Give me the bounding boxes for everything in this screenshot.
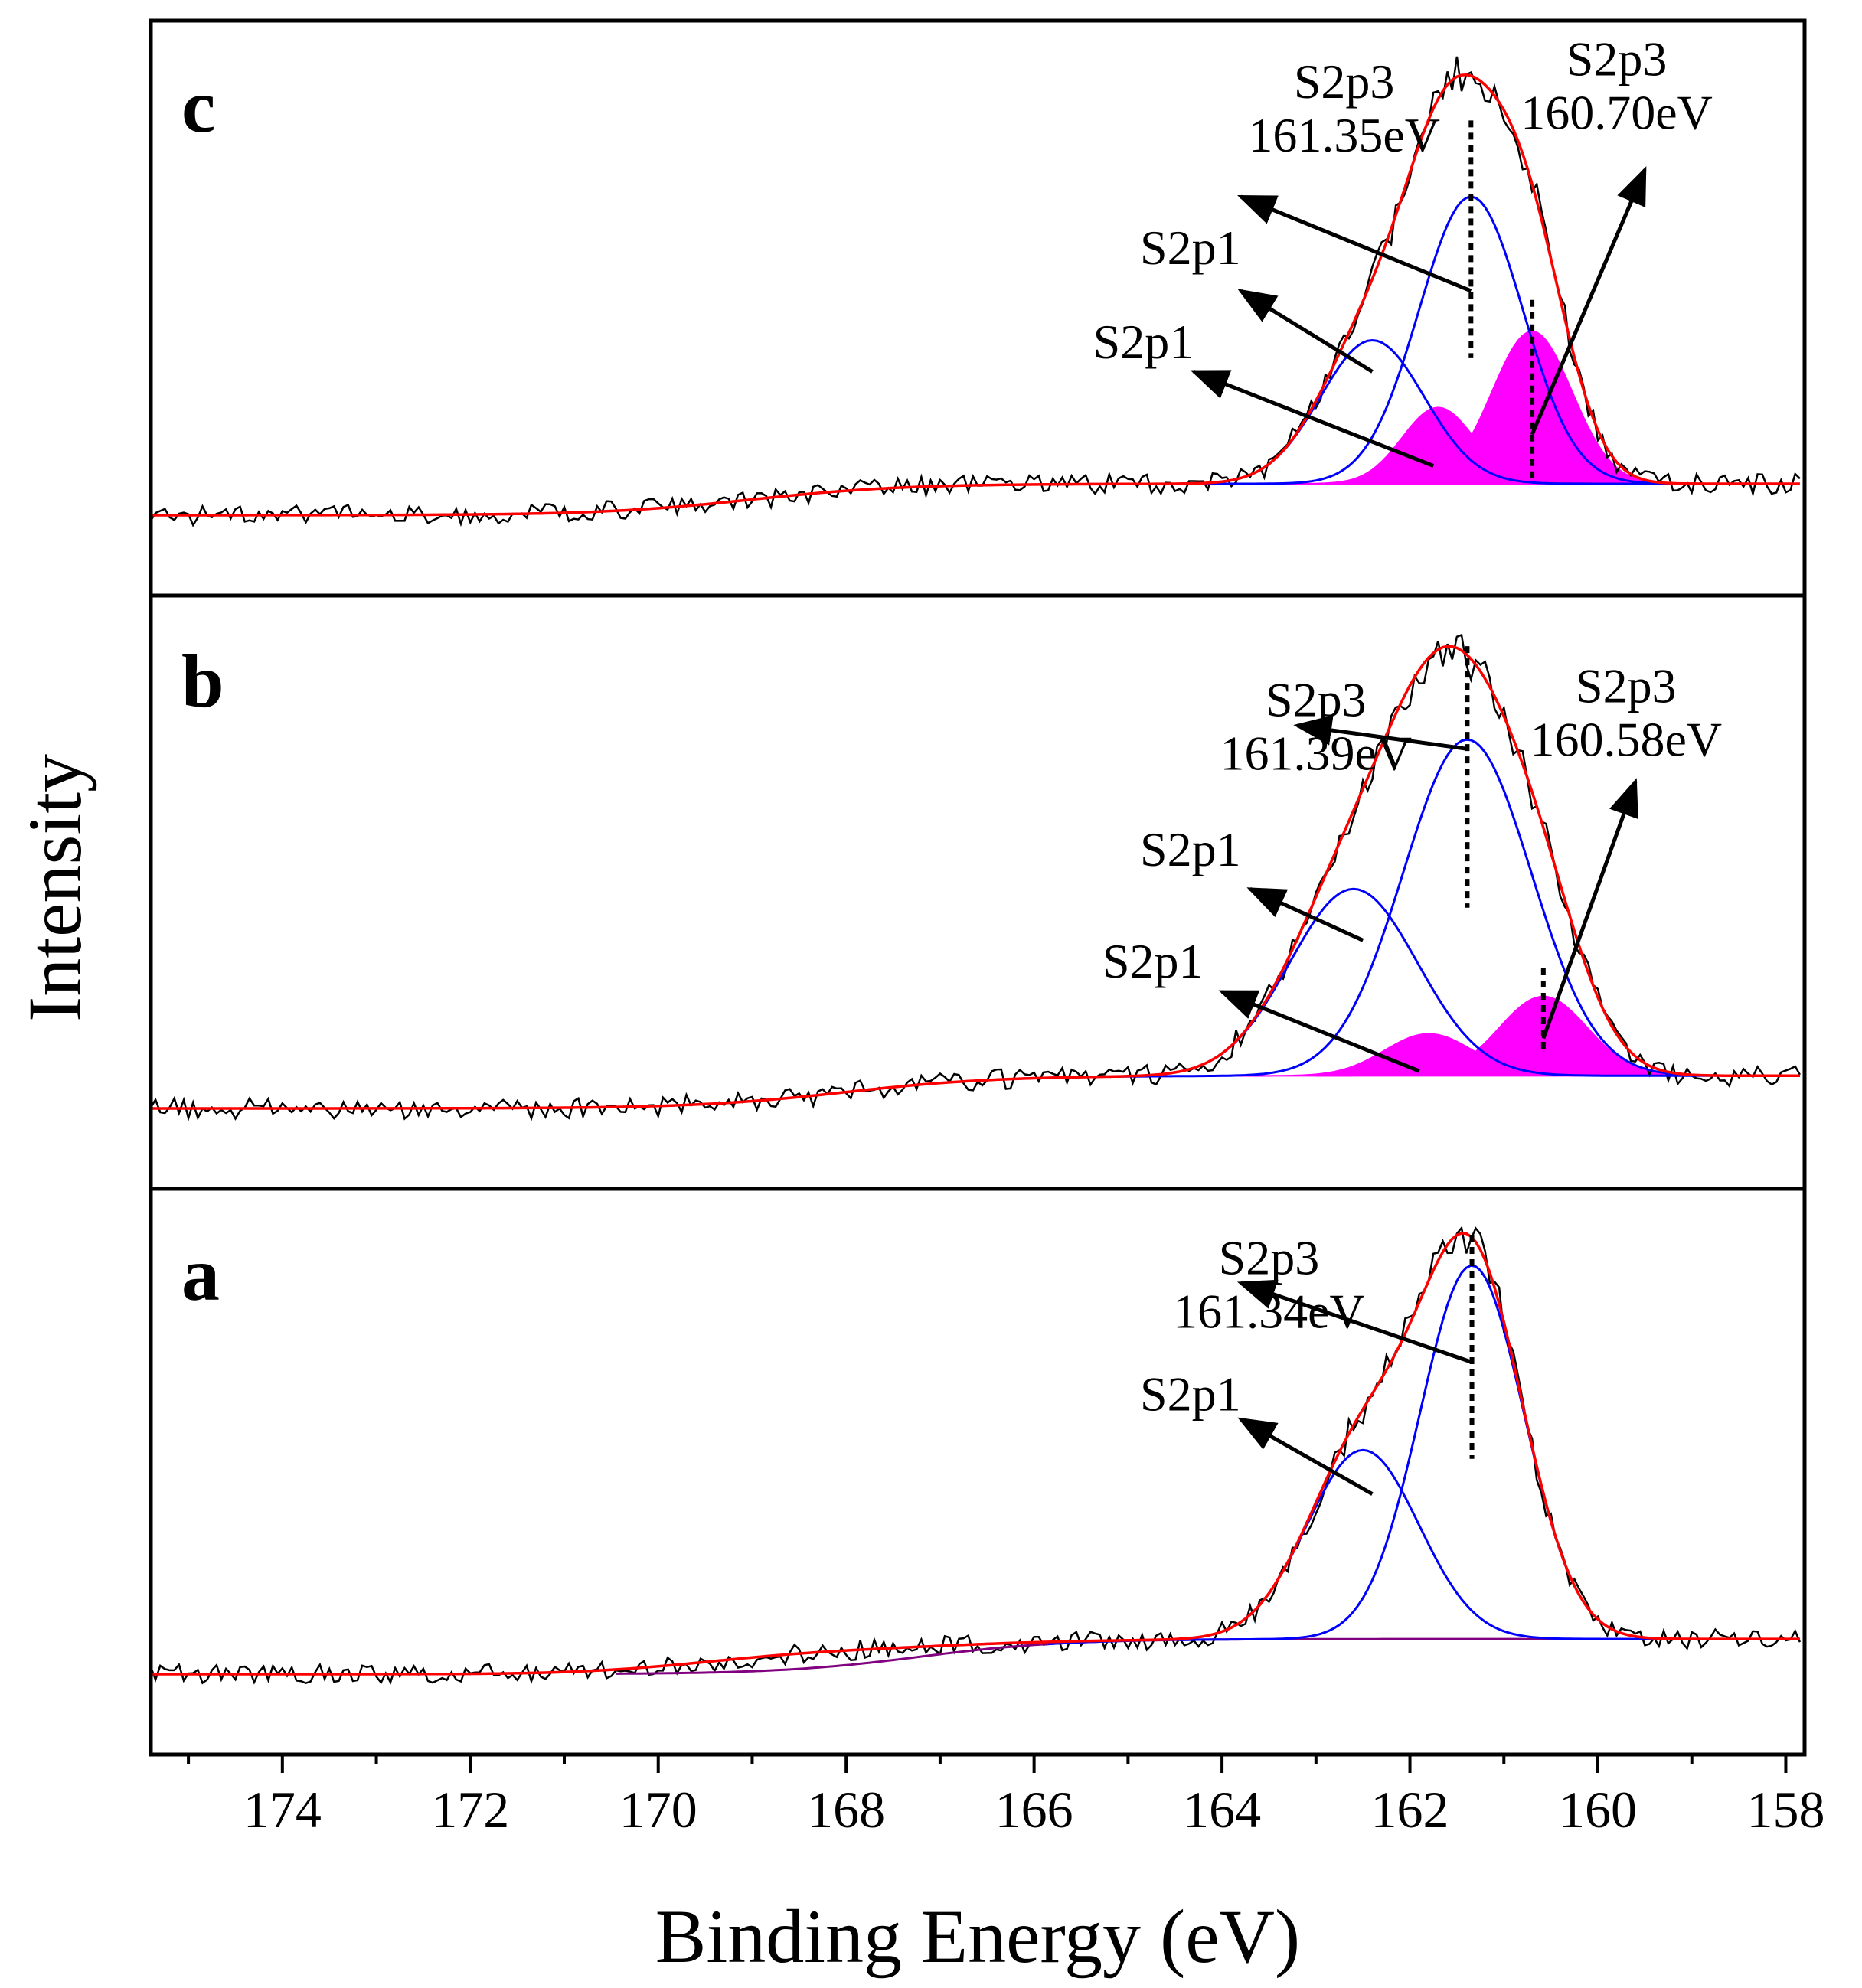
x-tick-label: 170 [619,1781,697,1839]
annotation-arrow [1218,990,1420,1073]
x-tick-label: 160 [1559,1781,1637,1839]
panel-label: a [181,1232,220,1317]
x-tick-label: 158 [1746,1781,1824,1839]
annotation-arrow [1237,1417,1374,1496]
raw-spectrum-line [149,633,1801,1122]
annotation-line: 161.39eV [1220,726,1413,781]
annotation-line: 160.58eV [1530,712,1723,766]
peak-annotation: S2p3 160.58eV [1530,658,1723,766]
x-tick-label: 168 [807,1781,885,1839]
peak-annotation: S2p3 161.35eV [1248,54,1440,162]
annotation-line: S2p1 [1140,822,1241,876]
annotation-line: S2p3 [1266,673,1367,727]
panel-label: b [181,638,224,723]
raw-spectrum-line [149,1226,1802,1685]
annotation-line: S2p3 [1294,54,1395,109]
x-tick-label: 174 [243,1781,322,1839]
y-axis-label: Intensity [12,754,97,1022]
peak-annotation: S2p1 [1102,934,1204,988]
peak-annotation: S2p1 [1140,220,1241,275]
fit-component-line [1109,738,1800,1079]
peak-annotation: S2p1 [1140,1367,1241,1422]
annotation-line: S2p3 [1576,658,1677,713]
annotation-arrow [1190,370,1435,468]
annotation-arrow [1246,887,1364,942]
x-tick-label: 166 [995,1781,1073,1839]
annotation-line: 161.35eV [1248,108,1440,162]
annotation-line: S2p3 [1219,1231,1320,1285]
annotation-line: S2p1 [1102,934,1204,988]
annotation-arrow [1236,1279,1473,1364]
fit-component-line [1047,1448,1678,1646]
plot-frame [149,18,1807,1757]
annotation-line: S2p1 [1140,1367,1241,1422]
peak-annotation: S2p3 161.39eV [1220,673,1413,781]
x-tick-label: 162 [1371,1781,1449,1839]
annotation-arrow [1237,289,1374,374]
panel-label: c [181,64,215,149]
annotation-arrow [1541,778,1638,1040]
x-axis: 174 172 170 168 166 164 162 160 158 [187,1755,1824,1839]
fit-envelope-line [151,645,1800,1110]
annotation-line: 160.70eV [1521,86,1713,140]
fit-envelope-line [151,1232,1800,1676]
shaded-component-peak [1255,406,1622,485]
annotation-line: S2p1 [1093,315,1194,369]
shaded-component-peak [1203,1033,1655,1077]
peak-annotation: S2p1 [1140,822,1241,876]
annotation-line: S2p3 [1566,32,1668,87]
x-tick-label: 164 [1183,1781,1261,1839]
annotation-arrow [1293,715,1468,751]
fit-envelope-line [151,73,1800,517]
peak-annotation: S2p3 160.70eV [1521,32,1713,140]
annotation-line: 161.34eV [1173,1285,1365,1339]
x-axis-label: Binding Energy (eV) [655,1894,1300,1979]
annotation-line: S2p1 [1140,220,1241,275]
annotation-arrow [1530,166,1647,436]
peak-annotation: S2p3 161.34eV [1173,1231,1365,1339]
panel-a: S2p3 161.34eV S2p1 a [149,1187,1805,1685]
annotation-arrow [1237,194,1472,293]
raw-spectrum-line [149,56,1801,527]
peak-annotation: S2p1 [1093,315,1194,369]
x-tick-label: 172 [431,1781,509,1839]
